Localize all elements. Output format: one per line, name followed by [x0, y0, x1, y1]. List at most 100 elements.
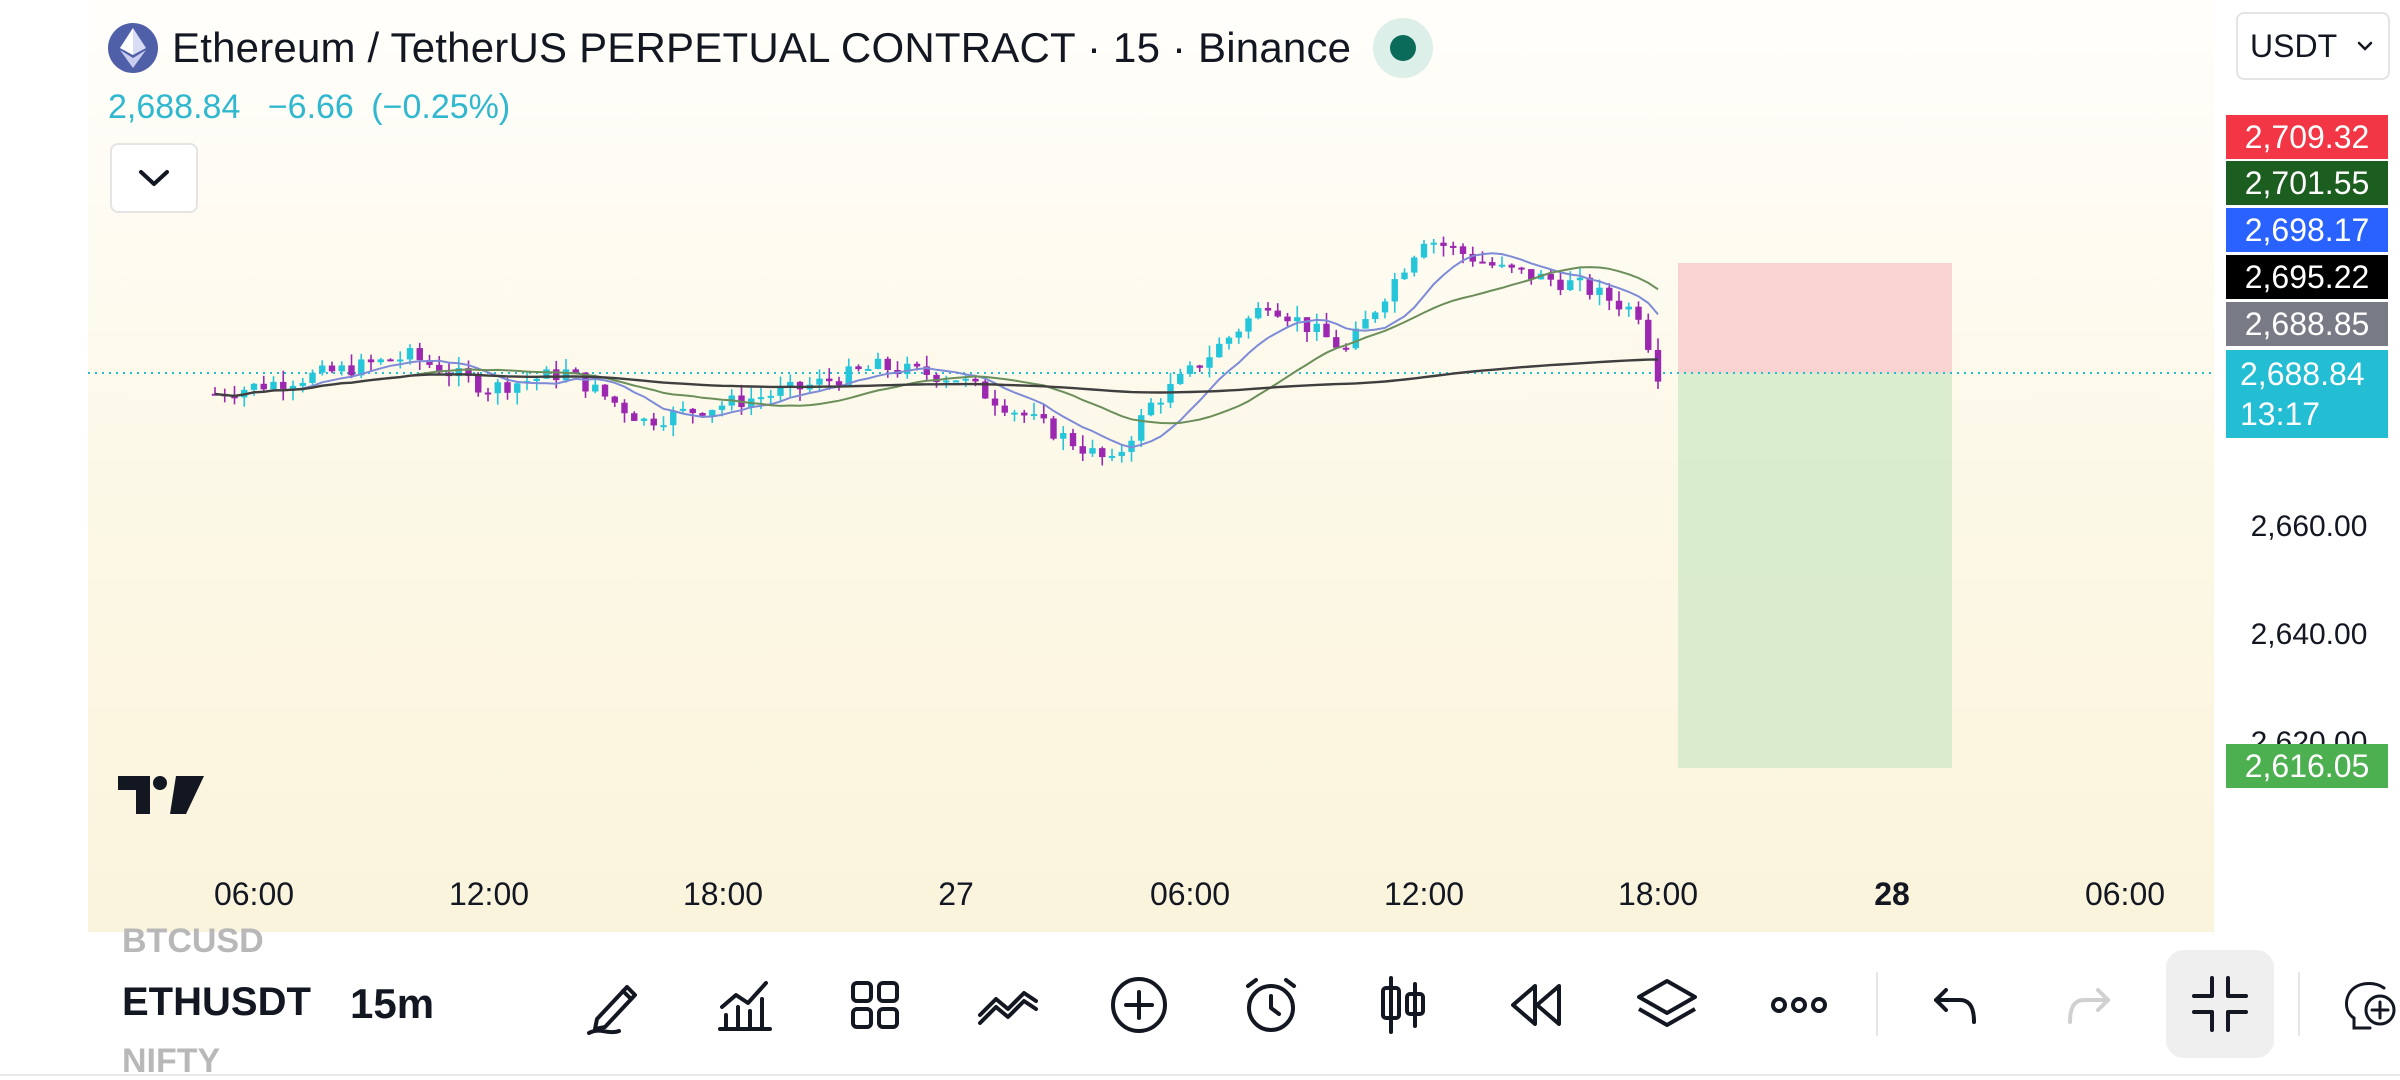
candle-body	[250, 383, 258, 390]
candle-body	[874, 358, 882, 369]
price-tag-ma-2: 2,698.17	[2226, 208, 2388, 252]
candle-body	[1333, 337, 1340, 348]
candle-body	[1479, 261, 1486, 264]
candle-body	[1401, 272, 1408, 280]
candle-body	[1206, 357, 1213, 368]
bar-countdown: 13:17	[2240, 396, 2321, 432]
interval-selector[interactable]: 15m	[350, 980, 435, 1027]
undo-button[interactable]	[1916, 966, 1994, 1044]
candle-body	[1586, 277, 1593, 295]
price-change: −6.66	[267, 88, 354, 126]
candle-body	[1225, 337, 1233, 344]
candle-body	[991, 398, 999, 406]
candle-body	[1040, 414, 1047, 419]
take-profit-zone[interactable]	[1678, 373, 1952, 768]
candle-body	[1372, 312, 1379, 320]
candle-body	[1147, 402, 1155, 416]
zoom-in-icon	[2345, 982, 2396, 1030]
candle-body	[767, 395, 774, 398]
last-price-tag: 2,688.84 13:17	[2226, 350, 2388, 438]
candle-body	[1264, 307, 1272, 311]
candle-body	[923, 366, 930, 375]
add-button[interactable]	[1100, 966, 1178, 1044]
candle-body	[679, 408, 687, 411]
price-chart[interactable]	[0, 0, 2400, 932]
alert-button[interactable]	[1232, 966, 1310, 1044]
candle-body	[1420, 243, 1428, 258]
toolbar-divider	[2298, 972, 2300, 1036]
time-tick: 18:00	[1617, 876, 1699, 912]
replay-button[interactable]	[1496, 966, 1574, 1044]
symbol-title[interactable]: Ethereum / TetherUS PERPETUAL CONTRACT ·…	[172, 24, 1352, 71]
time-tick: 12:00	[1383, 876, 1465, 912]
candle-body	[982, 381, 989, 399]
more-button[interactable]	[1760, 966, 1838, 1044]
candle-body	[601, 384, 609, 397]
symbol-switcher-next[interactable]: NIFTY	[122, 1042, 221, 1080]
candle-body	[1118, 451, 1125, 456]
candle-body	[884, 358, 891, 371]
candle-body	[1323, 323, 1330, 338]
candle-body	[1391, 279, 1398, 302]
candle-body	[835, 381, 843, 386]
bottom-toolbar	[0, 932, 2400, 1080]
layouts-button[interactable]	[836, 966, 914, 1044]
exit-fullscreen-button[interactable]	[2166, 950, 2274, 1058]
candle-body	[972, 378, 979, 382]
currency-select[interactable]: USDT	[2236, 12, 2390, 80]
market-status-indicator[interactable]	[1373, 18, 1434, 78]
candle-body	[465, 368, 472, 376]
candle-body	[777, 387, 784, 396]
candle-body	[640, 418, 648, 421]
price-tag-stop: 2,709.32	[2226, 115, 2388, 159]
candle-body	[533, 378, 540, 381]
candle-body	[1606, 287, 1613, 301]
layers-button[interactable]	[1628, 966, 1706, 1044]
ethereum-logo-icon	[108, 23, 158, 73]
candle-body	[1108, 455, 1116, 458]
time-tick: 12:00	[448, 876, 530, 912]
legend-toggle-button[interactable]	[110, 143, 198, 213]
candle-body	[289, 385, 297, 389]
bottom-border	[0, 1074, 2400, 1076]
candle-body	[1654, 349, 1662, 382]
draw-tool-button[interactable]	[574, 966, 652, 1044]
redo-button[interactable]	[2050, 966, 2128, 1044]
candle-body	[1342, 347, 1350, 350]
compare-button[interactable]	[969, 966, 1047, 1044]
candle-body	[1450, 245, 1457, 248]
candle-body	[1625, 306, 1632, 310]
layouts-grid-icon	[851, 981, 899, 1029]
candle-body	[1138, 415, 1145, 441]
symbol-switcher-current[interactable]: ETHUSDT	[122, 980, 311, 1024]
exit-fullscreen-icon	[2192, 976, 2248, 1032]
indicators-button[interactable]	[705, 966, 783, 1044]
candle-body	[962, 378, 969, 381]
stop-loss-zone[interactable]	[1678, 263, 1952, 373]
time-tick: 28	[1874, 876, 1910, 912]
symbol-header[interactable]: Ethereum / TetherUS PERPETUAL CONTRACT ·…	[108, 18, 1434, 78]
chart-style-button[interactable]	[1364, 966, 1442, 1044]
candle-body	[260, 383, 267, 390]
symbol-switcher-prev[interactable]: BTCUSD	[122, 922, 264, 960]
candle-body	[514, 383, 521, 393]
candle-body	[1177, 373, 1184, 384]
price-summary: 2,688.84 −6.66 (−0.25%)	[108, 88, 528, 127]
candle-body	[943, 380, 950, 383]
candle-body	[416, 348, 423, 361]
candle-body	[757, 397, 765, 400]
price-tick: 2,640.00	[2250, 618, 2368, 651]
candle-body	[1508, 264, 1515, 268]
candle-body	[562, 369, 570, 381]
candle-body	[1567, 280, 1574, 291]
candle-body	[699, 413, 706, 416]
candle-body	[1576, 277, 1584, 281]
compare-icon	[978, 991, 1038, 1025]
ma-fast-line	[214, 252, 1659, 449]
candle-body	[845, 366, 852, 386]
add-icon	[1111, 977, 1167, 1033]
zoom-button[interactable]	[2340, 966, 2400, 1044]
candle-body	[582, 372, 589, 392]
candle-body	[1001, 405, 1008, 413]
candle-body	[553, 369, 560, 381]
